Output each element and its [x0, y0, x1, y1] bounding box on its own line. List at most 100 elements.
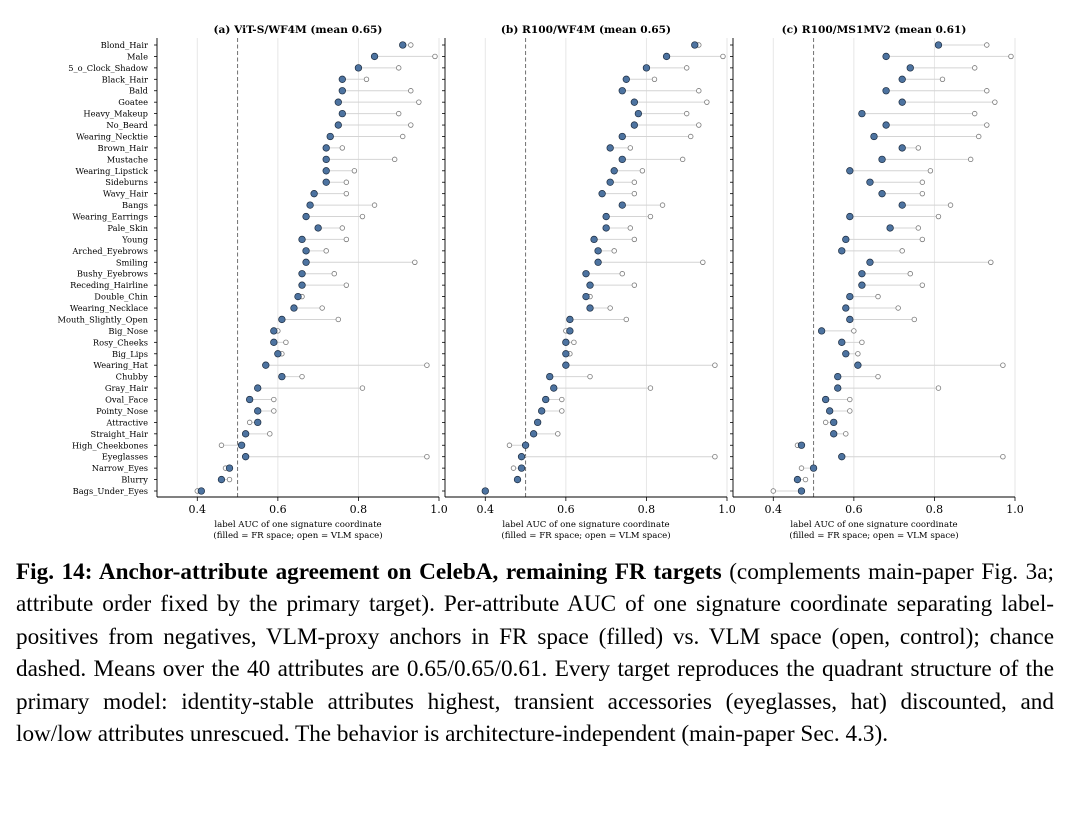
fr-point: [481, 487, 489, 495]
vlm-point: [988, 259, 994, 265]
attribute-label: Wearing_Lipstick: [75, 166, 148, 177]
vlm-point: [510, 465, 517, 471]
attribute-label: Gray_Hair: [105, 383, 148, 394]
fr-point: [513, 475, 522, 484]
fr-point: [830, 430, 838, 438]
attribute-label: Heavy_Makeup: [83, 109, 148, 120]
vlm-point: [1000, 362, 1006, 368]
x-tick-label: 1.0: [430, 503, 448, 516]
vlm-point: [976, 133, 982, 140]
fr-point: [630, 98, 638, 106]
vlm-point: [843, 431, 849, 437]
fr-point: [618, 132, 626, 141]
fr-point: [882, 121, 890, 129]
fr-point: [842, 304, 850, 312]
attribute-label: 5_o_Clock_Shadow: [68, 63, 148, 74]
x-tick-label: 0.6: [845, 503, 863, 516]
fr-point: [842, 235, 850, 244]
x-tick-label: 0.8: [926, 503, 944, 516]
vlm-point: [720, 53, 726, 60]
vlm-point: [927, 168, 934, 174]
fr-point: [858, 270, 866, 278]
vlm-point: [339, 145, 346, 151]
vlm-point: [907, 271, 913, 277]
fr-point: [582, 270, 590, 278]
vlm-point: [967, 156, 974, 163]
vlm-point: [859, 339, 865, 346]
fr-point: [797, 487, 806, 495]
fr-point: [237, 441, 246, 449]
fr-point: [878, 190, 886, 198]
attribute-label: Straight_Hair: [90, 429, 148, 440]
vlm-point: [651, 76, 658, 83]
vlm-point: [972, 110, 978, 117]
x-axis-note: (filled = FR space; open = VLM space): [213, 530, 382, 541]
vlm-point: [412, 259, 418, 265]
vlm-point: [623, 316, 629, 323]
x-axis-label: label AUC of one signature coordinate: [214, 520, 381, 530]
fr-point: [842, 350, 850, 358]
vlm-point: [947, 202, 954, 208]
vlm-point: [607, 305, 613, 311]
fr-point: [322, 178, 330, 186]
vlm-point: [571, 339, 577, 346]
fr-point: [298, 281, 306, 289]
vlm-point: [218, 442, 225, 448]
fr-point: [302, 258, 310, 266]
vlm-point: [555, 431, 561, 437]
fr-point: [241, 453, 250, 461]
vlm-point: [895, 305, 901, 311]
vlm-point: [899, 248, 905, 254]
vlm-point: [1008, 53, 1014, 60]
fr-point: [838, 247, 846, 255]
attribute-label: Wearing_Hat: [93, 360, 148, 371]
fr-point: [542, 395, 550, 404]
attribute-label: Pointy_Nose: [96, 406, 148, 417]
fr-point: [691, 41, 699, 49]
attribute-label: Wearing_Necklace: [70, 303, 148, 314]
attribute-label: High_Cheekbones: [72, 440, 148, 451]
fr-point: [322, 167, 330, 175]
vlm-point: [631, 179, 638, 185]
fr-point: [793, 475, 802, 484]
fr-point: [582, 292, 590, 301]
vlm-point: [408, 88, 414, 94]
vlm-point: [424, 453, 430, 460]
attribute-label: Bald: [129, 86, 149, 96]
attribute-label: Young: [121, 234, 148, 244]
fr-point: [838, 338, 846, 346]
attribute-label: Wearing_Earrings: [72, 212, 148, 223]
vlm-point: [875, 373, 881, 380]
vlm-point: [939, 76, 946, 83]
vlm-point: [972, 65, 978, 71]
x-tick-label: 1.0: [718, 503, 736, 516]
vlm-point: [631, 190, 638, 197]
fr-point: [898, 201, 906, 209]
fr-point: [550, 384, 558, 392]
vlm-point: [802, 476, 809, 483]
fr-point: [298, 235, 306, 244]
fr-point: [586, 281, 594, 289]
vlm-point: [299, 373, 305, 380]
fr-point: [326, 132, 334, 141]
fr-point: [618, 201, 626, 209]
vlm-point: [822, 419, 829, 426]
vlm-point: [935, 213, 942, 220]
fr-point: [310, 190, 318, 198]
fr-point: [846, 212, 854, 221]
vlm-point: [587, 373, 593, 380]
vlm-point: [408, 122, 414, 128]
x-tick-label: 0.6: [557, 503, 575, 516]
fr-point: [354, 64, 363, 72]
fr-point: [546, 372, 554, 381]
vlm-point: [684, 65, 690, 71]
fr-point: [858, 281, 866, 289]
fr-point: [590, 235, 598, 244]
fr-point: [826, 407, 834, 415]
attribute-label: Blond_Hair: [101, 40, 148, 51]
vlm-point: [798, 465, 805, 471]
caption-text: (complements main-paper Fig. 3a; attribu…: [16, 559, 1054, 748]
fr-point: [274, 350, 282, 358]
vlm-point: [647, 213, 654, 220]
